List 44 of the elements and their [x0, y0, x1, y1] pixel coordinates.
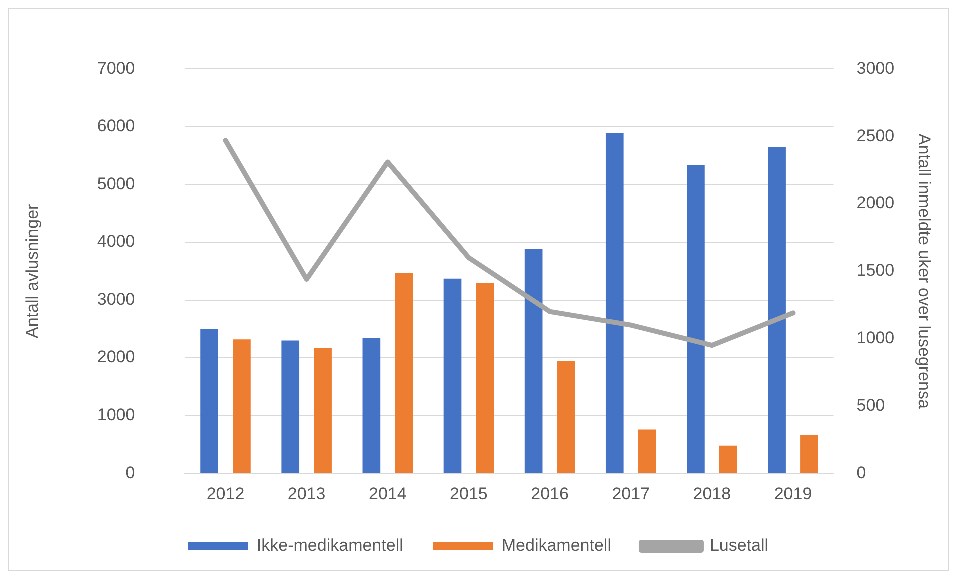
bar: [314, 348, 332, 474]
y-tick-label: 6000: [97, 116, 136, 136]
bar: [687, 165, 705, 474]
x-tick-label: 2012: [206, 484, 245, 504]
x-tick-label: 2018: [693, 484, 732, 504]
bar: [200, 329, 218, 474]
bar: [362, 338, 381, 474]
x-tick-label: 2017: [612, 484, 650, 504]
bar: [606, 133, 624, 474]
x-tick-label: 2016: [531, 484, 569, 504]
legend-label: Lusetall: [710, 536, 769, 556]
bar: [444, 278, 462, 474]
x-tick-label: 2019: [774, 484, 812, 504]
y-tick-label: 3000: [97, 290, 136, 309]
bar: [282, 340, 300, 474]
y-tick-label: 5000: [97, 174, 136, 194]
y-tick-label: 7000: [97, 58, 136, 78]
y2-tick-label: 0: [856, 463, 866, 482]
bar: [395, 273, 414, 474]
bar: [638, 430, 656, 474]
y2-axis-title: Antall inmeldte uker over lusegrensa: [915, 134, 934, 410]
bar: [557, 362, 576, 474]
legend-label: Medikamentell: [502, 536, 612, 556]
y-tick-label: 1000: [97, 406, 136, 425]
y-tick-label: 2000: [97, 348, 136, 367]
bar: [476, 282, 494, 474]
y-axis-title: Antall avlusninger: [22, 204, 42, 338]
y-tick-label: 0: [126, 463, 136, 482]
x-tick-label: 2013: [288, 484, 326, 504]
x-tick-label: 2014: [368, 484, 407, 504]
y-tick-label: 4000: [97, 232, 136, 252]
y2-tick-label: 2000: [856, 194, 895, 213]
bar: [719, 446, 738, 474]
bar: [768, 147, 786, 474]
bar: [800, 435, 818, 474]
x-tick-label: 2015: [450, 484, 488, 504]
bar: [524, 249, 543, 474]
y2-tick-label: 1000: [856, 328, 895, 348]
y2-tick-label: 2500: [856, 126, 895, 146]
bar: [233, 340, 251, 474]
y2-tick-label: 3000: [856, 58, 895, 78]
y2-tick-label: 1500: [856, 261, 895, 280]
y2-tick-label: 500: [856, 396, 886, 415]
legend-label: Ikke-medikamentell: [256, 536, 404, 556]
